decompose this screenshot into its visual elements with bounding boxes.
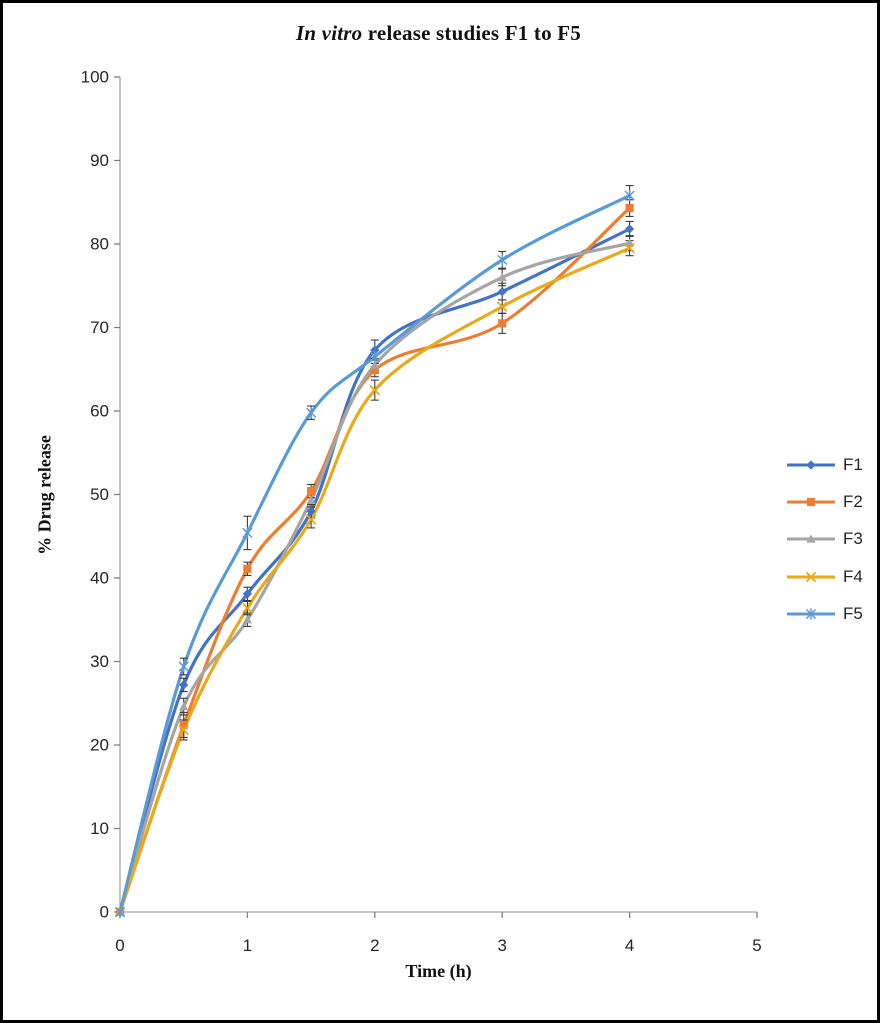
chart-title: In vitro release studies F1 to F5	[120, 21, 757, 46]
error-bars-f4	[179, 240, 634, 741]
axes	[119, 77, 757, 913]
x-tick-label: 1	[243, 936, 252, 955]
y-axis-ticks: 0 10 20 30 40 50 60 70 80 90 100	[81, 68, 120, 922]
x-tick-label: 0	[115, 936, 124, 955]
legend-item-f1: F1	[786, 446, 863, 483]
x-axis-title: Time (h)	[405, 961, 472, 981]
legend-marker-diamond-icon	[787, 460, 835, 470]
line-chart-plot-area: 0 10 20 30 40 50 60 70 80 90 100 0 1 2 3 4 5	[81, 68, 762, 956]
legend-item-f2: F2	[786, 483, 863, 520]
series-line-f5	[118, 194, 632, 914]
chart-title-rest-part: release studies F1 to F5	[362, 21, 582, 45]
error-bars-f2	[179, 199, 634, 739]
legend-label: F4	[843, 566, 863, 586]
error-bars-f3	[179, 235, 634, 716]
y-tick-label: 80	[90, 235, 109, 254]
legend-label: F1	[843, 454, 863, 474]
legend-marker-x-icon	[787, 571, 835, 582]
legend-item-f4: F4	[786, 558, 863, 595]
legend-marker-asterisk-icon	[787, 608, 835, 620]
y-tick-label: 50	[90, 485, 109, 504]
x-tick-label: 3	[497, 936, 506, 955]
series-line-f1	[118, 227, 632, 914]
chart-title-italic-part: In vitro	[295, 21, 363, 45]
series-markers-f5	[114, 189, 635, 918]
legend-marker-triangle-icon	[787, 534, 835, 543]
legend-label: F5	[843, 603, 863, 623]
y-tick-label: 0	[100, 903, 109, 922]
y-tick-label: 70	[90, 318, 109, 337]
y-tick-label: 30	[90, 652, 109, 671]
legend: F1 F2 F3 F4 F5	[786, 446, 863, 632]
series-line-f2	[118, 206, 632, 914]
legend-item-f3: F3	[786, 521, 863, 558]
legend-item-f5: F5	[786, 595, 863, 632]
x-tick-label: 5	[752, 936, 761, 955]
y-tick-label: 20	[90, 736, 109, 755]
y-tick-label: 90	[90, 151, 109, 170]
legend-marker-square-icon	[787, 497, 835, 507]
y-tick-label: 60	[90, 402, 109, 421]
x-tick-label: 4	[625, 936, 634, 955]
legend-label: F3	[843, 529, 863, 549]
x-axis-ticks: 0 1 2 3 4 5	[115, 912, 762, 955]
series-markers-f1	[115, 224, 635, 917]
series-markers-f2	[115, 203, 634, 917]
y-tick-label: 40	[90, 569, 109, 588]
y-tick-label: 100	[81, 68, 109, 87]
y-tick-label: 10	[90, 819, 109, 838]
legend-label: F2	[843, 491, 863, 511]
x-tick-label: 2	[370, 936, 379, 955]
